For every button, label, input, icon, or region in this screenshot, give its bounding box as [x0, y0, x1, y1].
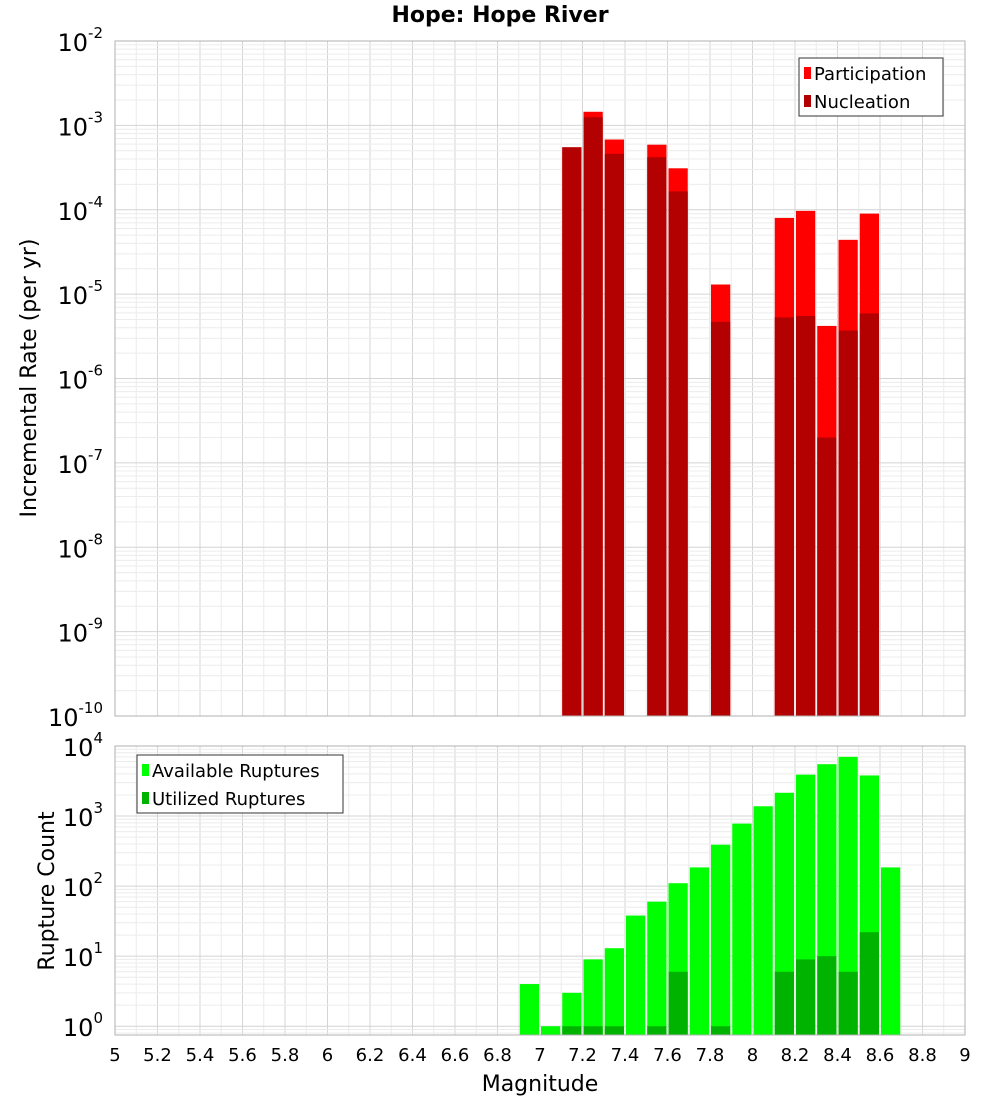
bar — [838, 756, 858, 1035]
x-tick-label: 6.4 — [398, 1045, 427, 1066]
legend-swatch — [142, 764, 149, 776]
legend-label: Participation — [814, 64, 926, 85]
x-axis-label: Magnitude — [482, 1072, 599, 1097]
x-tick-label: 7.8 — [696, 1045, 725, 1066]
x-tick-label: 6.2 — [356, 1045, 385, 1066]
series-front — [562, 117, 879, 717]
x-tick-label: 8 — [747, 1045, 758, 1066]
bar — [774, 317, 794, 716]
bar — [541, 1026, 561, 1035]
chart-title: Hope: Hope River — [391, 3, 608, 28]
bar — [668, 971, 688, 1035]
x-tick-label: 6.6 — [441, 1045, 470, 1066]
y-tick-label: 10-7 — [57, 446, 103, 479]
x-tick-label: 7.6 — [653, 1045, 682, 1066]
x-tick-label: 7.2 — [568, 1045, 597, 1066]
bar — [881, 867, 901, 1035]
x-tick-label: 5 — [109, 1045, 120, 1066]
bar — [562, 992, 582, 1035]
y-tick-labels: 104 103 102 101 100 — [63, 729, 103, 1042]
x-tick-label: 9 — [959, 1045, 970, 1066]
count-panel: 104 103 102 101 100 5 5.2 5.4 5.6 5.8 6 6.2 6.4 6.6 6.… — [35, 729, 971, 1097]
legend-label: Nucleation — [814, 92, 910, 113]
x-tick-label: 7 — [534, 1045, 545, 1066]
bar — [668, 191, 688, 717]
y-tick-label: 10-4 — [57, 193, 103, 226]
x-tick-label: 8.6 — [866, 1045, 895, 1066]
bar — [796, 316, 816, 716]
bar — [604, 1026, 624, 1035]
bar — [817, 437, 837, 716]
legend-label: Utilized Ruptures — [152, 789, 305, 810]
grid — [114, 41, 966, 717]
legend: Available Ruptures Utilized Ruptures — [136, 754, 344, 814]
bar — [604, 153, 624, 716]
legend: Participation Nucleation — [798, 57, 944, 117]
bar — [583, 117, 603, 716]
y-axis-label: Incremental Rate (per yr) — [17, 239, 42, 518]
y-tick-label: 102 — [63, 869, 103, 902]
y-axis-label: Rupture Count — [35, 811, 60, 971]
x-tick-label: 5.8 — [271, 1045, 300, 1066]
bar — [774, 971, 794, 1035]
bar — [711, 1026, 731, 1035]
bar — [753, 806, 773, 1035]
x-tick-label: 5.4 — [186, 1045, 215, 1066]
x-tick-labels: 5 5.2 5.4 5.6 5.8 6 6.2 6.4 6.6 6.8 7 7.2 7.4 7.6 7.8 8… — [109, 1045, 970, 1066]
x-tick-label: 7.4 — [611, 1045, 640, 1066]
x-tick-label: 8.2 — [781, 1045, 810, 1066]
y-tick-label: 10-6 — [57, 362, 103, 395]
bar — [838, 971, 858, 1035]
legend-label: Available Ruptures — [152, 761, 320, 782]
y-tick-label: 100 — [63, 1009, 103, 1042]
bar — [859, 313, 879, 716]
x-tick-label: 8.8 — [908, 1045, 937, 1066]
y-tick-label: 103 — [63, 799, 103, 832]
bar — [732, 823, 752, 1035]
bar — [838, 330, 858, 716]
x-tick-label: 6 — [322, 1045, 333, 1066]
plot-frame — [114, 745, 966, 1036]
bar — [626, 915, 646, 1035]
bar — [562, 1026, 582, 1035]
bar — [647, 1026, 667, 1035]
bar — [583, 1026, 603, 1035]
legend-box — [798, 57, 944, 117]
bar — [817, 956, 837, 1035]
y-tick-label: 10-5 — [57, 277, 103, 310]
bar — [689, 867, 709, 1035]
y-tick-labels: 10-2 10-3 10-4 10-5 10-6 10-7 10-8 10-9 10-10 — [48, 24, 103, 732]
x-tick-label: 5.6 — [228, 1045, 257, 1066]
bar — [647, 157, 667, 717]
y-tick-label: 101 — [63, 939, 103, 972]
y-tick-label: 10-3 — [57, 108, 103, 141]
bar — [519, 984, 539, 1035]
y-tick-label: 10-9 — [57, 615, 103, 648]
bar — [562, 147, 582, 717]
legend-box — [136, 754, 344, 814]
bar — [796, 959, 816, 1035]
legend-swatch — [804, 67, 811, 79]
x-tick-label: 5.2 — [143, 1045, 172, 1066]
legend-swatch — [804, 95, 811, 107]
series-front — [562, 932, 879, 1035]
x-tick-label: 8.4 — [823, 1045, 852, 1066]
bar — [604, 948, 624, 1035]
y-tick-label: 104 — [63, 729, 103, 762]
legend-swatch — [142, 792, 149, 804]
bar — [859, 932, 879, 1035]
y-tick-label: 10-10 — [48, 699, 103, 732]
bar — [583, 959, 603, 1035]
y-tick-label: 10-2 — [57, 24, 103, 57]
x-tick-label: 6.8 — [483, 1045, 512, 1066]
rate-panel: 10-2 10-3 10-4 10-5 10-6 10-7 10-8 10-9 10-10 Inc… — [17, 24, 966, 732]
y-tick-label: 10-8 — [57, 530, 103, 563]
bar — [711, 844, 731, 1035]
bar — [711, 321, 731, 716]
plot-frame — [114, 40, 966, 717]
bar — [647, 901, 667, 1035]
